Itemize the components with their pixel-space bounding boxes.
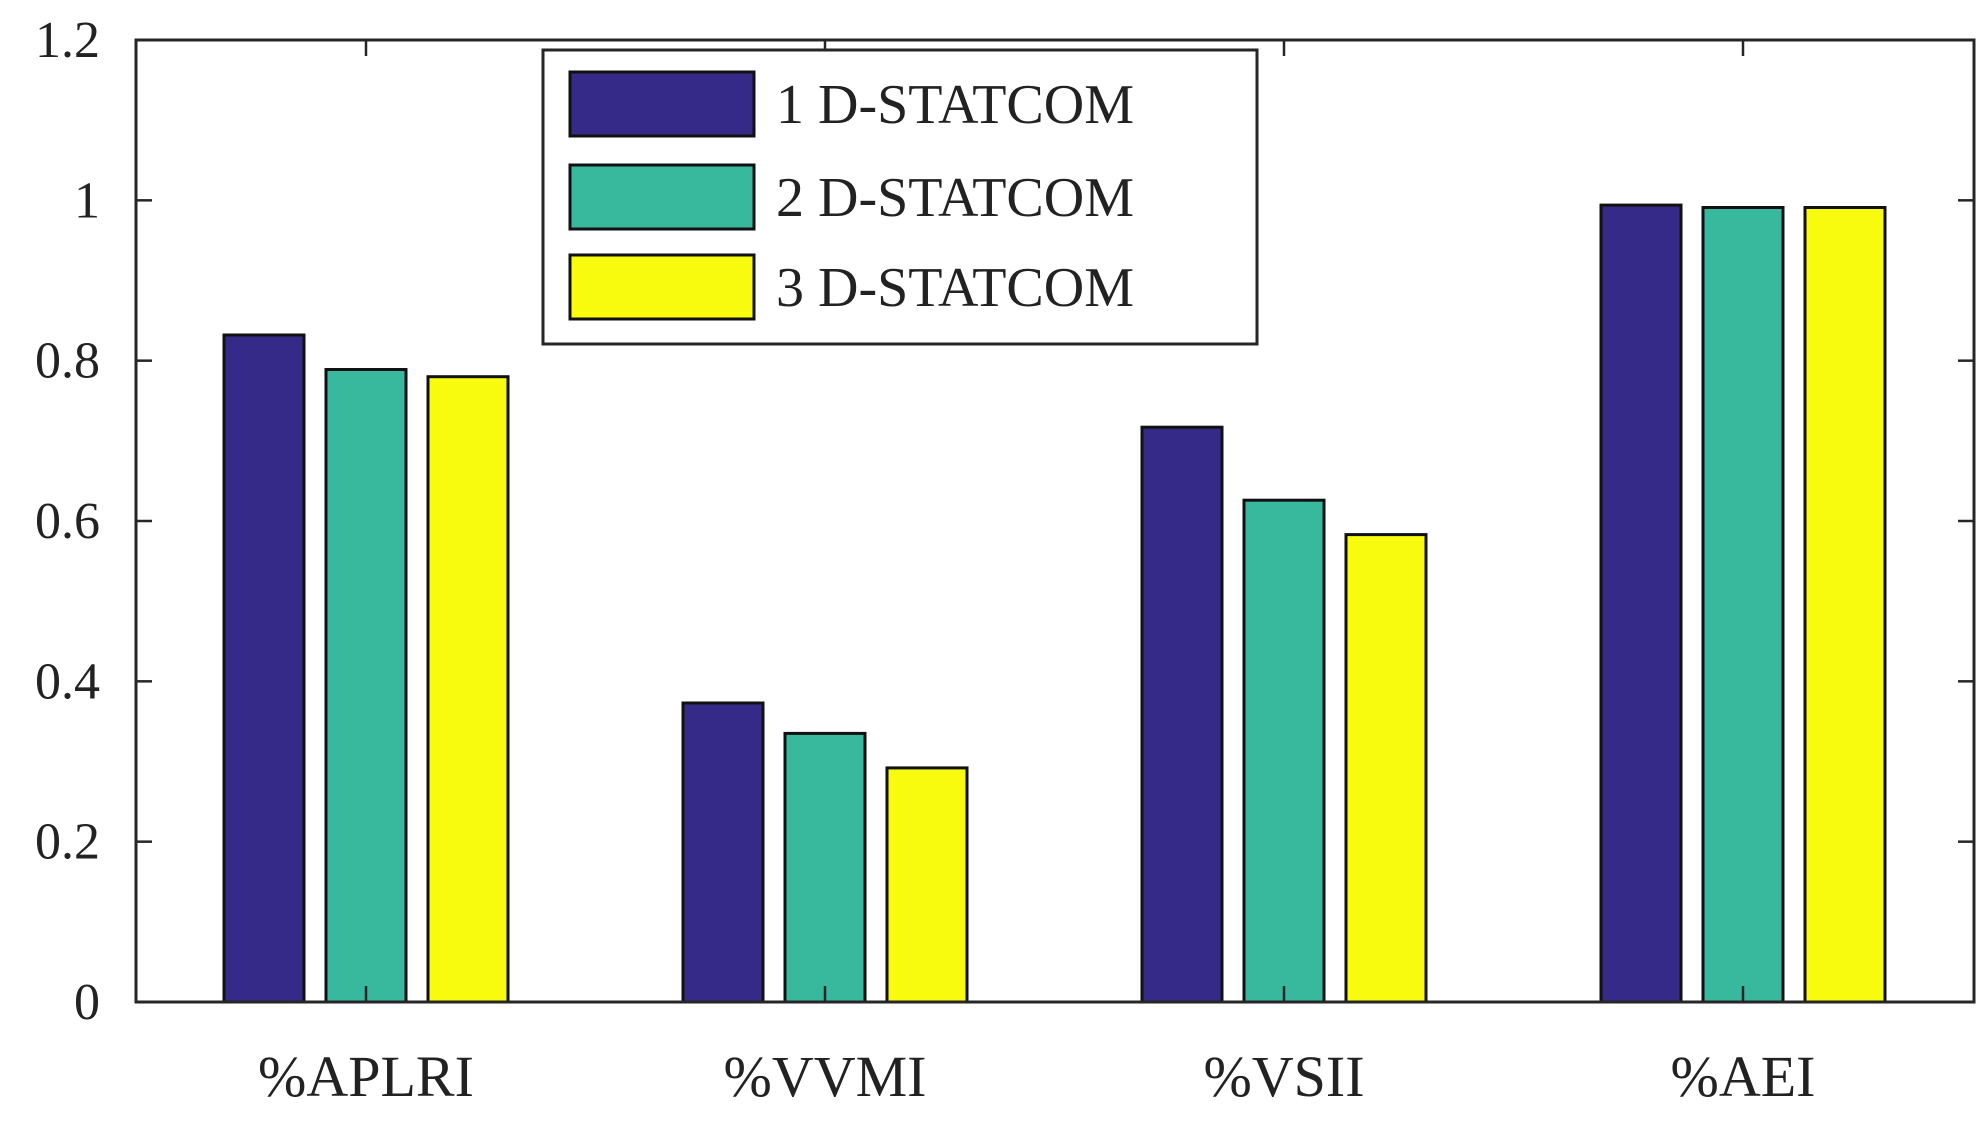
legend-swatch-series-3 xyxy=(568,253,756,321)
bar-aplri-series-2 xyxy=(324,368,408,1004)
bar-aei-series-3 xyxy=(1803,206,1887,1004)
bar-vsii-series-2 xyxy=(1242,498,1326,1004)
y-tick-label: 0.8 xyxy=(35,333,100,390)
bars-layer xyxy=(222,203,1887,1004)
bar-vvmi-series-1 xyxy=(681,701,765,1004)
legend-label-series-2: 2 D-STATCOM xyxy=(776,167,1134,229)
bar-aei-series-2 xyxy=(1701,206,1785,1004)
bar-aei-series-1 xyxy=(1599,203,1683,1004)
y-tick-label: 0.4 xyxy=(35,653,100,710)
legend: 1 D-STATCOM 2 D-STATCOM 3 D-STATCOM xyxy=(541,48,1259,346)
y-tick-label: 0 xyxy=(74,974,100,1031)
legend-swatch-series-1 xyxy=(568,70,756,138)
legend-label-series-1: 1 D-STATCOM xyxy=(776,74,1134,136)
legend-label-series-3: 3 D-STATCOM xyxy=(776,257,1134,319)
bar-vvmi-series-3 xyxy=(885,766,969,1004)
x-tick-label: %AEI xyxy=(1671,1044,1816,1109)
bar-vsii-series-3 xyxy=(1344,533,1428,1004)
bar-vvmi-series-2 xyxy=(783,731,867,1004)
legend-swatch-series-2 xyxy=(568,163,756,231)
bar-aplri-series-3 xyxy=(426,375,510,1004)
y-tick-label: 0.6 xyxy=(35,493,100,550)
x-tick-label: %VSII xyxy=(1203,1044,1364,1109)
y-tick-label: 0.2 xyxy=(35,814,100,871)
bar-aplri-series-1 xyxy=(222,333,306,1004)
y-tick-label: 1.2 xyxy=(35,12,100,69)
y-tick-label: 1 xyxy=(74,172,100,229)
bar-vsii-series-1 xyxy=(1140,425,1224,1004)
ticks-layer: 0 0.2 0.4 0.6 0.8 1 1.2 %APLRI %VVMI %VSII %AEI xyxy=(35,12,1974,1109)
x-tick-label: %APLRI xyxy=(258,1044,474,1109)
x-tick-label: %VVMI xyxy=(724,1044,927,1109)
